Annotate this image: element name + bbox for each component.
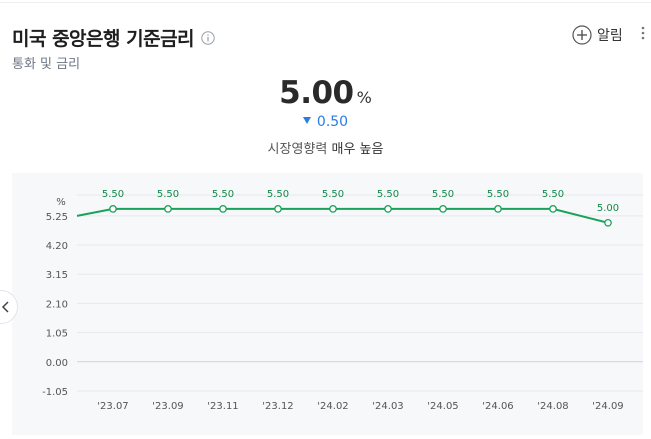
x-tick-label: '24.09 (592, 401, 623, 412)
data-label: 5.50 (267, 189, 289, 200)
data-label: 5.50 (322, 189, 344, 200)
y-tick-label: 1.05 (46, 329, 68, 340)
alert-button[interactable]: 알림 (572, 25, 623, 45)
data-point[interactable] (439, 205, 447, 213)
down-triangle-icon (302, 117, 311, 124)
line-chart[interactable]: % 5.25 4.20 3.15 2.10 1.05 0.00 -1.05 '23.07 '2… (12, 173, 643, 435)
y-tick-label: 5.25 (46, 212, 68, 223)
x-tick-label: '23.09 (152, 401, 183, 412)
data-point[interactable] (384, 205, 392, 213)
current-value-row: 5.00% (0, 75, 651, 111)
y-tick-label: 0.00 (46, 358, 68, 369)
info-icon[interactable] (201, 30, 215, 45)
data-label: 5.50 (487, 189, 509, 200)
x-tick-label: '23.11 (207, 401, 238, 412)
data-label: 5.50 (542, 189, 564, 200)
y-axis-unit-label: % (56, 197, 66, 208)
page-title: 미국 중앙은행 기준금리 (12, 28, 195, 50)
data-point[interactable] (494, 205, 502, 213)
title-row: 미국 중앙은행 기준금리 (12, 24, 215, 51)
data-point[interactable] (274, 205, 282, 213)
data-label: 5.50 (102, 189, 124, 200)
more-vertical-icon[interactable] (640, 26, 646, 40)
x-tick-label: '23.07 (97, 401, 128, 412)
y-tick-label: 2.10 (46, 299, 68, 310)
x-tick-label: '23.12 (262, 401, 293, 412)
y-tick-label: 4.20 (46, 241, 68, 252)
chevron-left-icon (1, 301, 9, 313)
data-label: 5.50 (157, 189, 179, 200)
x-tick-label: '24.05 (427, 401, 458, 412)
data-point[interactable] (604, 218, 612, 227)
data-point[interactable] (219, 205, 227, 213)
data-point[interactable] (329, 205, 337, 213)
data-label: 5.50 (377, 189, 399, 200)
y-tick-label: -1.05 (42, 387, 68, 398)
x-tick-label: '24.06 (482, 401, 513, 412)
current-value: 5.00 (279, 75, 354, 111)
data-point[interactable] (549, 205, 557, 213)
value-unit: % (356, 88, 372, 107)
data-label: 5.50 (432, 189, 454, 200)
category-subtitle[interactable]: 통화 및 금리 (12, 57, 81, 72)
x-tick-label: '24.03 (372, 401, 403, 412)
x-tick-label: '24.02 (317, 401, 348, 412)
data-point[interactable] (109, 205, 117, 213)
impact-label: 시장영향력 (267, 142, 328, 157)
impact-level: 매우 높음 (331, 142, 384, 157)
y-tick-label: 3.15 (46, 270, 68, 281)
plus-circle-icon (572, 25, 592, 45)
x-tick-label: '24.08 (537, 401, 568, 412)
change-value: 0.50 (316, 114, 349, 130)
chart-panel: % 5.25 4.20 3.15 2.10 1.05 0.00 -1.05 '23.07 '2… (12, 173, 643, 435)
alert-label: 알림 (597, 28, 623, 44)
top-divider (0, 2, 651, 3)
market-impact: 시장영향력 매우 높음 (0, 138, 651, 157)
data-label: 5.00 (597, 203, 619, 214)
data-point[interactable] (164, 205, 172, 213)
change-row: 0.50 (0, 114, 651, 130)
data-label: 5.50 (212, 189, 234, 200)
